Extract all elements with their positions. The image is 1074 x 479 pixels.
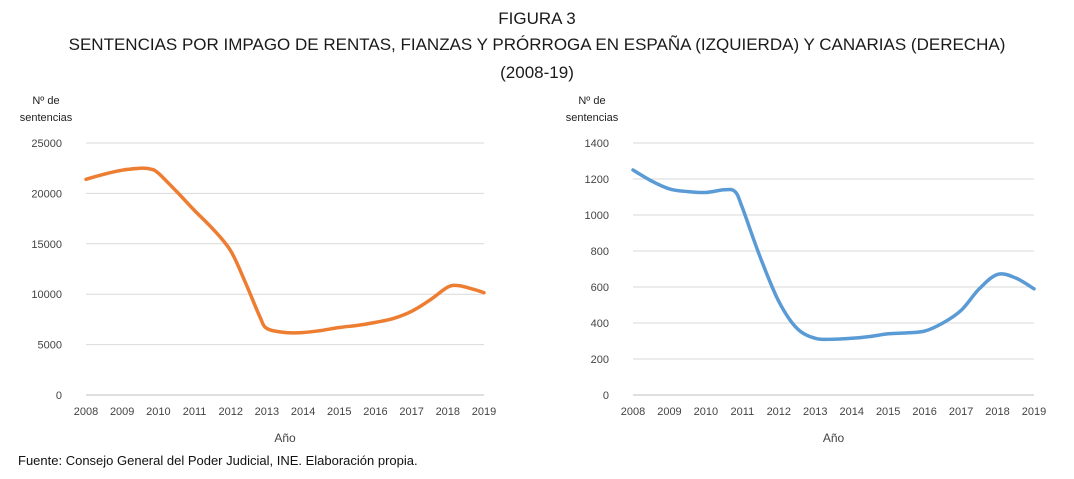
x-tick-label: 2009: [657, 406, 681, 418]
y-tick-label: 1400: [585, 138, 609, 150]
y-tick-label: 25000: [31, 138, 62, 150]
y-tick-label: 15000: [31, 239, 62, 251]
x-tick-label: 2008: [621, 406, 645, 418]
source-note: Fuente: Consejo General del Poder Judici…: [18, 453, 418, 468]
figure-title: SENTENCIAS POR IMPAGO DE RENTAS, FIANZAS…: [68, 35, 1006, 54]
x-tick-label: 2019: [1022, 406, 1046, 418]
x-tick-label: 2018: [985, 406, 1009, 418]
y-tick-label: 600: [591, 282, 609, 294]
y-tick-label: 400: [591, 318, 609, 330]
x-tick-label: 2011: [731, 406, 755, 418]
y-tick-label: 800: [591, 246, 609, 258]
x-tick-label: 2018: [436, 406, 460, 418]
figure-period: (2008-19): [500, 63, 574, 82]
y-axis-label: sentencias: [20, 112, 73, 124]
y-axis-label: Nº de: [578, 95, 605, 107]
x-tick-label: 2012: [218, 406, 242, 418]
x-tick-label: 2015: [327, 406, 351, 418]
x-tick-label: 2017: [949, 406, 973, 418]
x-tick-label: 2016: [912, 406, 936, 418]
y-tick-label: 200: [591, 354, 609, 366]
y-tick-label: 1000: [585, 210, 609, 222]
x-tick-label: 2012: [767, 406, 791, 418]
x-tick-label: 2016: [363, 406, 387, 418]
y-tick-label: 1200: [585, 174, 609, 186]
y-tick-label: 0: [603, 390, 609, 402]
y-tick-label: 10000: [31, 289, 62, 301]
figure-label: FIGURA 3: [498, 9, 576, 28]
x-tick-label: 2014: [839, 406, 863, 418]
x-tick-label: 2017: [399, 406, 423, 418]
y-axis-label: Nº de: [32, 95, 59, 107]
x-tick-label: 2014: [291, 406, 315, 418]
y-tick-label: 0: [56, 390, 62, 402]
x-tick-label: 2008: [74, 406, 98, 418]
x-tick-label: 2009: [110, 406, 134, 418]
x-tick-label: 2019: [472, 406, 496, 418]
series-line: [84, 166, 486, 335]
y-tick-label: 20000: [31, 188, 62, 200]
x-tick-label: 2013: [255, 406, 279, 418]
x-tick-label: 2011: [183, 406, 207, 418]
x-tick-label: 2013: [803, 406, 827, 418]
x-axis-label: Año: [823, 431, 845, 445]
x-tick-label: 2010: [146, 406, 170, 418]
y-tick-label: 5000: [38, 340, 62, 352]
x-tick-label: 2015: [876, 406, 900, 418]
series-line: [631, 168, 1036, 342]
x-axis-label: Año: [274, 431, 296, 445]
y-axis-label: sentencias: [566, 112, 619, 124]
x-tick-label: 2010: [694, 406, 718, 418]
